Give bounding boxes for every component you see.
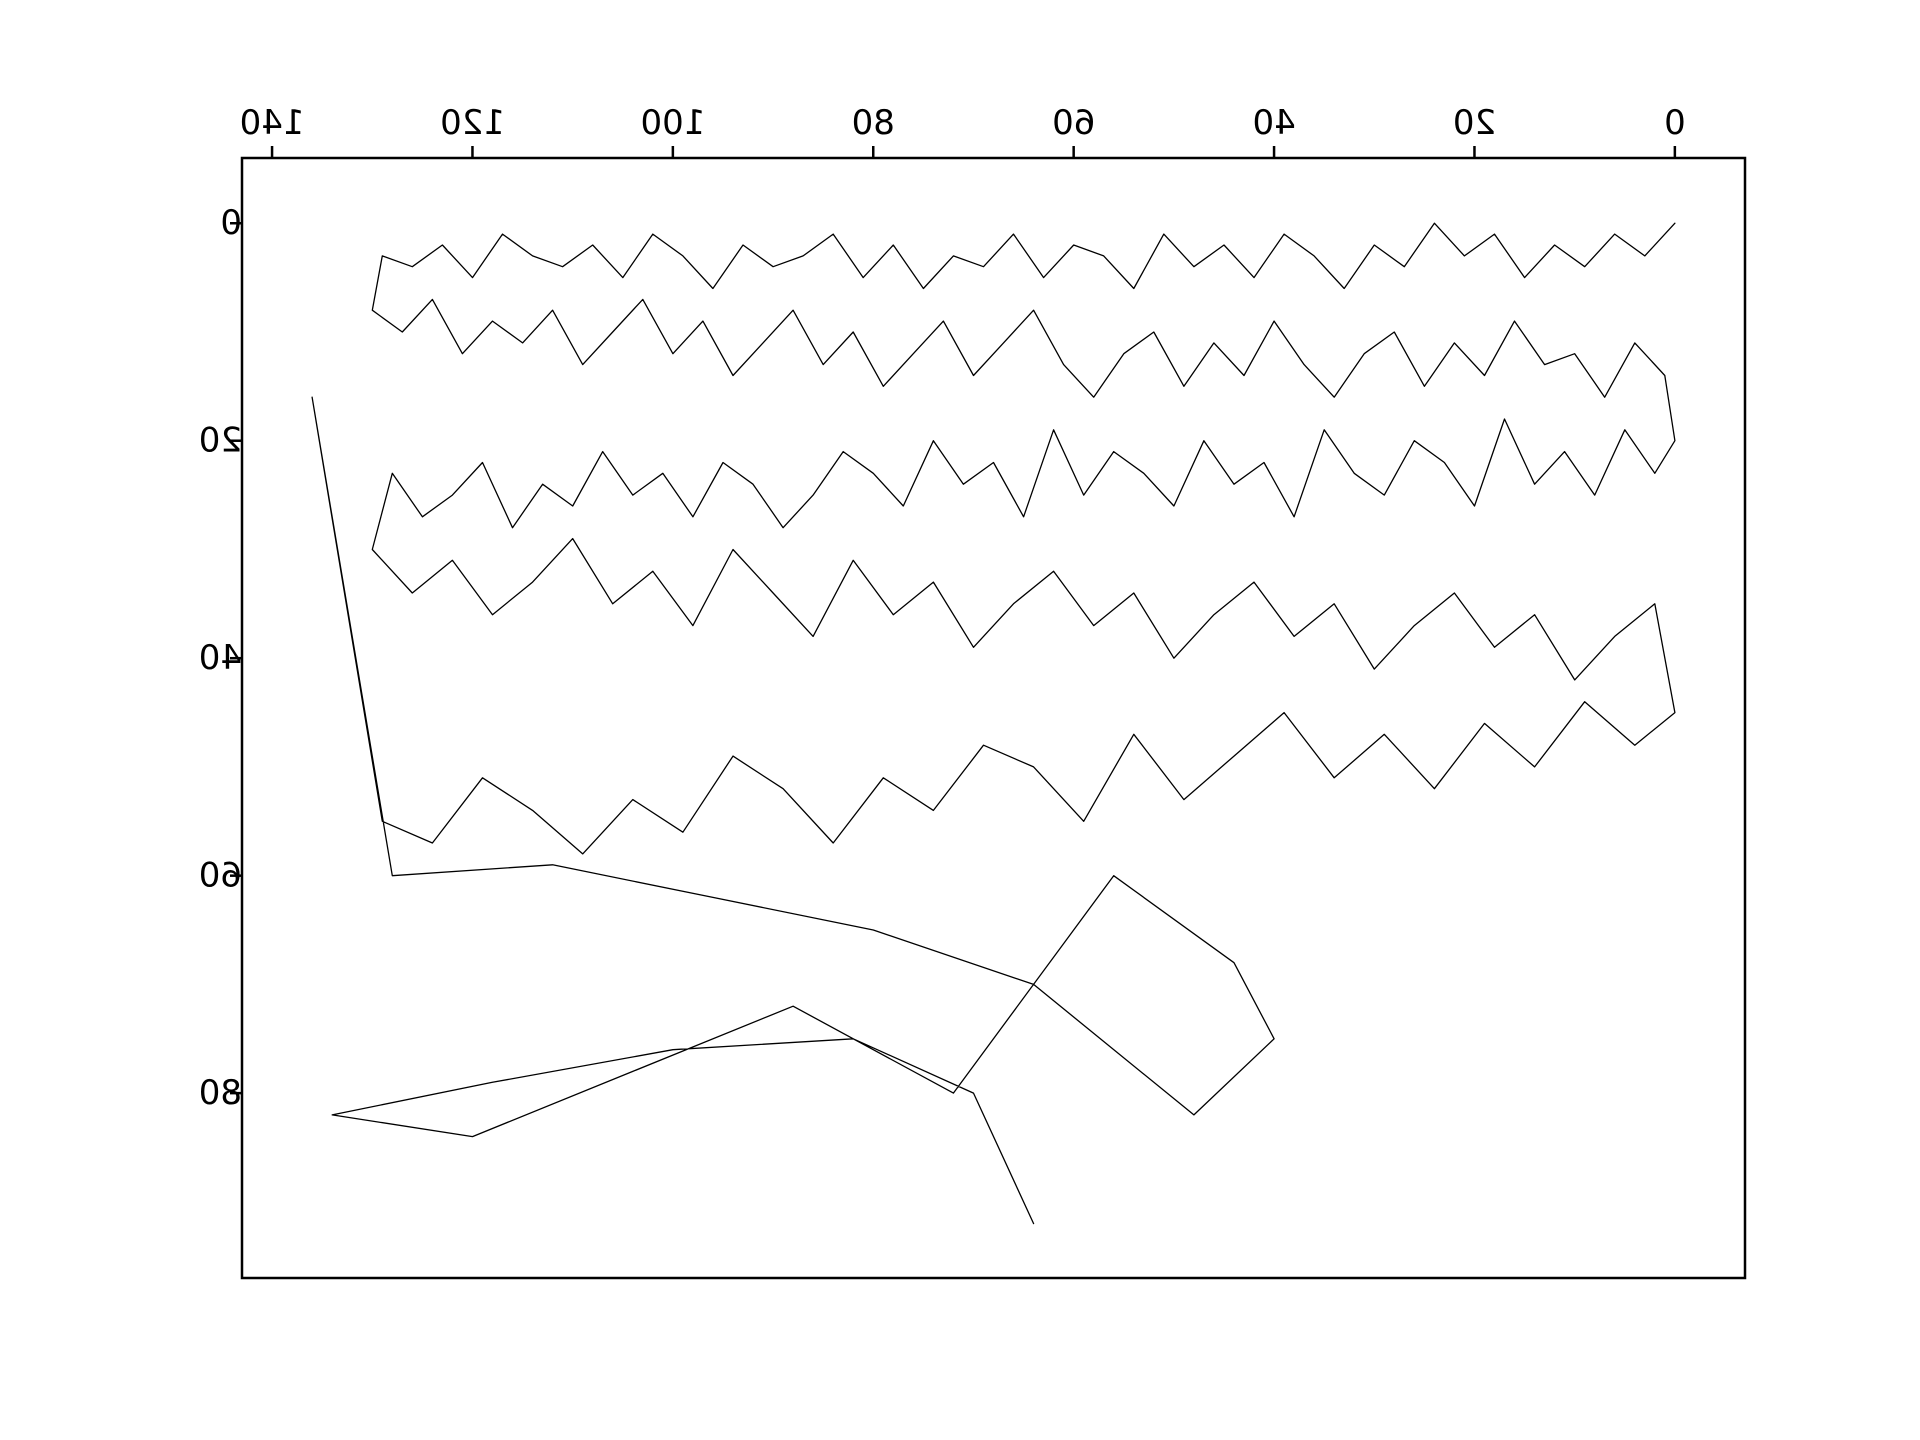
x-tick-label: 100 bbox=[640, 103, 705, 143]
x-tick-label: 0 bbox=[1664, 103, 1686, 143]
plot-frame bbox=[240, 156, 1747, 1280]
y-tick-label: 20 bbox=[199, 421, 242, 461]
x-tick-label: 20 bbox=[1453, 103, 1496, 143]
axes: 0 20 40 60 80 100 120 140 0 20 40 60 80 bbox=[199, 103, 1747, 1280]
y-tick-label: 60 bbox=[199, 856, 242, 896]
plot-area bbox=[311, 222, 1676, 1225]
x-tick-label: 40 bbox=[1252, 103, 1295, 143]
x-tick-label: 60 bbox=[1052, 103, 1095, 143]
y-tick-label: 80 bbox=[199, 1073, 242, 1113]
x-tick-label: 120 bbox=[440, 103, 505, 143]
x-tick-label: 140 bbox=[240, 103, 305, 143]
x-tick-label: 80 bbox=[852, 103, 895, 143]
y-tick-label: 40 bbox=[199, 638, 242, 678]
y-tick-label: 0 bbox=[220, 203, 242, 243]
series-line-0 bbox=[311, 222, 1676, 1225]
